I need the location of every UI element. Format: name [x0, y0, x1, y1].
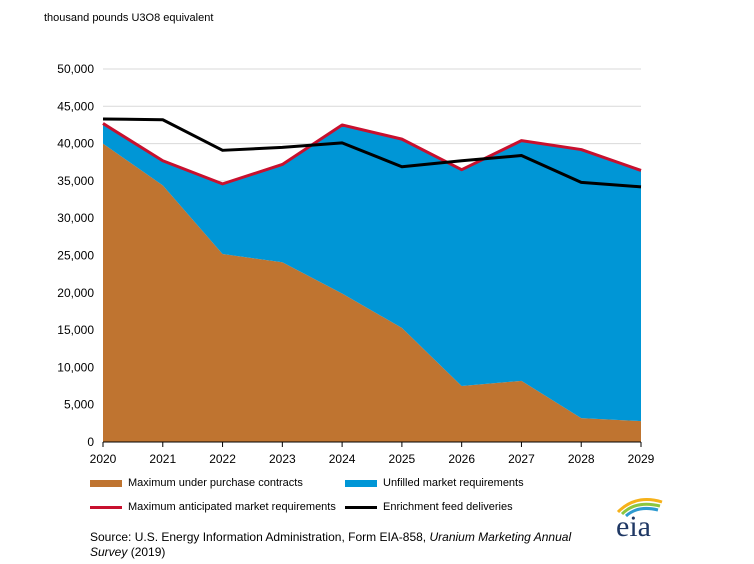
y-tick-label: 0 [87, 435, 94, 449]
x-tick-label: 2025 [389, 452, 416, 466]
y-axis-unit-label: thousand pounds U3O8 equivalent [44, 12, 214, 24]
legend-swatch [90, 505, 122, 509]
legend-label: Maximum under purchase contracts [128, 477, 303, 489]
y-tick-label: 20,000 [57, 286, 94, 300]
eia-logo: eia [616, 498, 663, 542]
y-tick-label: 40,000 [57, 137, 94, 151]
x-tick-label: 2027 [508, 452, 535, 466]
y-tick-label: 25,000 [57, 249, 94, 263]
legend-label: Maximum anticipated market requirements [128, 501, 336, 513]
line-series [102, 122, 642, 186]
legend-item-purchase-contracts: Maximum under purchase contracts [90, 477, 303, 489]
y-tick-label: 45,000 [57, 99, 94, 113]
x-tick-label: 2021 [149, 452, 176, 466]
legend-swatch [345, 479, 377, 487]
y-tick-label: 15,000 [57, 323, 94, 337]
y-tick-label: 5,000 [64, 398, 94, 412]
chart-plot: 0 5,000 10,000 15,000 20,000 25,000 30,000 35,0… [57, 62, 655, 466]
source-note: Source: U.S. Energy Information Administ… [90, 530, 610, 560]
x-tick-label: 2028 [568, 452, 595, 466]
x-tick-label: 2023 [269, 452, 296, 466]
x-tick-label: 2020 [90, 452, 117, 466]
source-suffix: (2019) [127, 545, 166, 559]
legend-swatch [90, 479, 122, 487]
x-tick-label: 2022 [209, 452, 236, 466]
y-tick-label: 10,000 [57, 360, 94, 374]
area-series [103, 123, 641, 422]
eia-logo-text: eia [616, 510, 651, 542]
y-tick-label: 50,000 [57, 62, 94, 76]
legend-swatch [345, 505, 377, 509]
y-tick-label: 35,000 [57, 174, 94, 188]
source-prefix: Source: U.S. Energy Information Administ… [90, 530, 430, 544]
x-tick-label: 2024 [329, 452, 356, 466]
legend-item-anticipated-requirements: Maximum anticipated market requirements [90, 501, 336, 513]
source-title: Uranium Marketing Annual Survey [90, 530, 572, 559]
legend-label: Unfilled market requirements [383, 477, 524, 489]
legend-item-unfilled-requirements: Unfilled market requirements [345, 477, 524, 489]
line-series [102, 117, 642, 189]
legend-label: Enrichment feed deliveries [383, 501, 513, 513]
x-tick-label: 2029 [628, 452, 655, 466]
legend-item-enrichment-feed: Enrichment feed deliveries [345, 501, 513, 513]
area-series [103, 143, 641, 442]
eia-logo-rays-icon [616, 498, 663, 518]
x-tick-label: 2026 [448, 452, 475, 466]
y-tick-label: 30,000 [57, 211, 94, 225]
